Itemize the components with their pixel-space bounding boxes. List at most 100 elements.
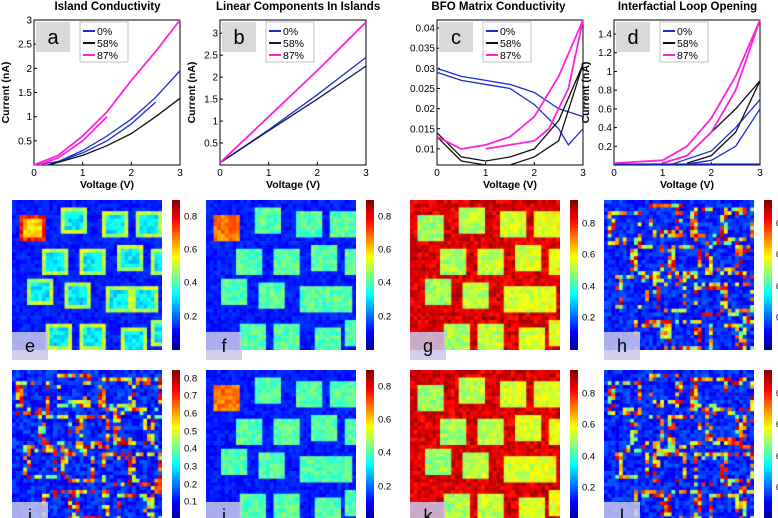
colorbar-tick-label: 0.8 xyxy=(184,211,198,223)
colorbar-tick-label: 0.6 xyxy=(184,244,198,256)
panel-label: i xyxy=(12,502,48,518)
heatmap-k: k 0.2 0.4 0.6 0.8 xyxy=(410,370,605,518)
colorbar xyxy=(172,370,180,518)
panel-label: g xyxy=(410,332,446,360)
series-line-0pct xyxy=(436,71,584,146)
plot-svg: 0 1 2 3 0.5 1 1.5 2 2.5 3 Voltage (V) Current (nA) b… xyxy=(186,19,369,190)
y-tick-label: 0.6 xyxy=(598,104,612,115)
y-tick-label: 2 xyxy=(212,73,218,84)
legend-entry: 87% xyxy=(677,50,698,62)
heatmap-e: e 0.2 0.4 0.6 0.8 xyxy=(12,200,207,360)
legend-entry: 58% xyxy=(97,38,118,50)
series-group xyxy=(33,19,181,166)
panel-label: a xyxy=(47,27,59,49)
heatmap-image xyxy=(12,370,162,518)
y-tick-label: 2.5 xyxy=(204,51,218,62)
plot-svg: 0 1 2 3 0.2 0.4 0.6 0.8 1 1.2 1.4 Voltage (V) Curren… xyxy=(580,19,763,190)
x-tick-label: 0 xyxy=(611,168,617,179)
legend-entry: 0% xyxy=(97,26,112,38)
heatmap-image xyxy=(410,370,560,518)
colorbar-tick-label: 0.2 xyxy=(582,312,596,324)
colorbar-tick-label: 0.2 xyxy=(184,311,198,323)
colorbar-tick-label: 0.8 xyxy=(776,218,778,229)
series-line-87pct xyxy=(436,19,584,150)
series-line-87pct xyxy=(33,19,181,166)
x-tick-label: 0 xyxy=(217,168,223,179)
legend-entry: 58% xyxy=(677,38,698,50)
y-tick-label: 1.5 xyxy=(18,88,32,99)
colorbar xyxy=(764,200,772,350)
heatmap-image xyxy=(604,200,754,350)
y-tick-label: 1.2 xyxy=(598,48,612,59)
y-tick-label: 0.5 xyxy=(18,136,32,147)
heatmap-i: i 0.1 0.2 0.3 0.4 0.5 0.6 0.7 0.8 xyxy=(12,370,207,518)
y-tick-label: 0.02 xyxy=(416,104,436,115)
heatmap-image xyxy=(206,370,356,518)
colorbar xyxy=(570,370,578,518)
y-tick-label: 0.03 xyxy=(416,64,436,75)
colorbar-tick-label: 0.2 xyxy=(776,483,778,494)
legend-entry: 0% xyxy=(677,26,692,38)
colorbar-tick-label: 0.4 xyxy=(776,281,778,292)
x-tick-label: 1 xyxy=(266,168,272,179)
panel-label: d xyxy=(627,27,638,49)
x-tick-label: 2 xyxy=(129,168,135,179)
colorbar-tick-label: 0.5 xyxy=(184,426,198,438)
heatmap-image xyxy=(604,370,754,518)
panel-label: b xyxy=(233,27,244,49)
colorbar-tick-label: 0.6 xyxy=(378,414,392,426)
legend-entry: 87% xyxy=(500,50,521,62)
colorbar-tick-label: 0.3 xyxy=(184,461,198,473)
colorbar-tick-label: 0.6 xyxy=(582,419,596,431)
colorbar-tick-label: 0.8 xyxy=(582,388,596,400)
chart-title: Island Conductivity xyxy=(54,1,161,13)
x-axis-label: Voltage (V) xyxy=(483,179,537,190)
x-axis-label: Voltage (V) xyxy=(80,179,134,190)
colorbar-tick-label: 0.8 xyxy=(378,381,392,393)
x-tick-label: 3 xyxy=(177,168,183,179)
y-tick-label: 3 xyxy=(26,16,32,27)
series-group xyxy=(613,19,761,165)
x-tick-label: 0 xyxy=(434,168,440,179)
colorbar-tick-label: 0.4 xyxy=(378,447,392,459)
legend-entry: 87% xyxy=(283,50,304,62)
colorbar-tick-label: 0.4 xyxy=(378,277,392,289)
colorbar-tick-label: 0.6 xyxy=(184,408,198,420)
y-tick-label: 0.015 xyxy=(410,124,435,135)
heatmap-f: f 0.2 0.4 0.6 0.8 xyxy=(206,200,401,360)
colorbar-tick-label: 0.8 xyxy=(184,373,198,385)
y-tick-label: 0.035 xyxy=(410,44,435,55)
chart-title: Linear Components In Islands xyxy=(216,1,381,13)
x-tick-label: 1 xyxy=(660,168,666,179)
series-line-0pct xyxy=(48,101,157,166)
y-tick-label: 1 xyxy=(606,67,612,78)
y-tick-label: 1.5 xyxy=(204,95,218,106)
y-axis-label: Current (nA) xyxy=(0,62,12,124)
series-line-87pct xyxy=(38,116,108,166)
plot-svg: 0 1 2 3 0.5 1 1.5 2 2.5 3 Voltage (V) Current (nA) a… xyxy=(0,16,183,191)
panel-label-box xyxy=(36,22,70,52)
panel-label: k xyxy=(410,502,446,518)
legend-entry: 58% xyxy=(283,38,304,50)
y-tick-label: 0.4 xyxy=(598,123,612,134)
colorbar-tick-label: 0.4 xyxy=(582,281,596,293)
y-tick-label: 1 xyxy=(26,112,32,123)
x-tick-label: 2 xyxy=(315,168,321,179)
legend-entry: 0% xyxy=(283,26,298,38)
heatmap-j: j 0.2 0.4 0.6 0.8 xyxy=(206,370,401,518)
heatmap-image xyxy=(410,200,560,350)
heatmap-h: h 0.2 0.4 0.6 0.8 xyxy=(604,200,778,360)
colorbar-tick-label: 0.2 xyxy=(776,313,778,324)
y-tick-label: 2.5 xyxy=(18,40,32,51)
panel-label-box xyxy=(222,22,256,52)
colorbar-tick-label: 0.1 xyxy=(184,496,198,508)
colorbar-tick-label: 0.8 xyxy=(378,211,392,223)
colorbar-tick-label: 0.4 xyxy=(776,451,778,462)
colorbar-tick-label: 0.2 xyxy=(582,482,596,494)
series-line-0pct xyxy=(672,99,761,165)
colorbar-tick-label: 0.6 xyxy=(582,249,596,261)
y-axis-label: Current (nA) xyxy=(186,62,198,124)
x-axis-label: Voltage (V) xyxy=(266,179,320,190)
series-line-87pct xyxy=(613,19,761,165)
